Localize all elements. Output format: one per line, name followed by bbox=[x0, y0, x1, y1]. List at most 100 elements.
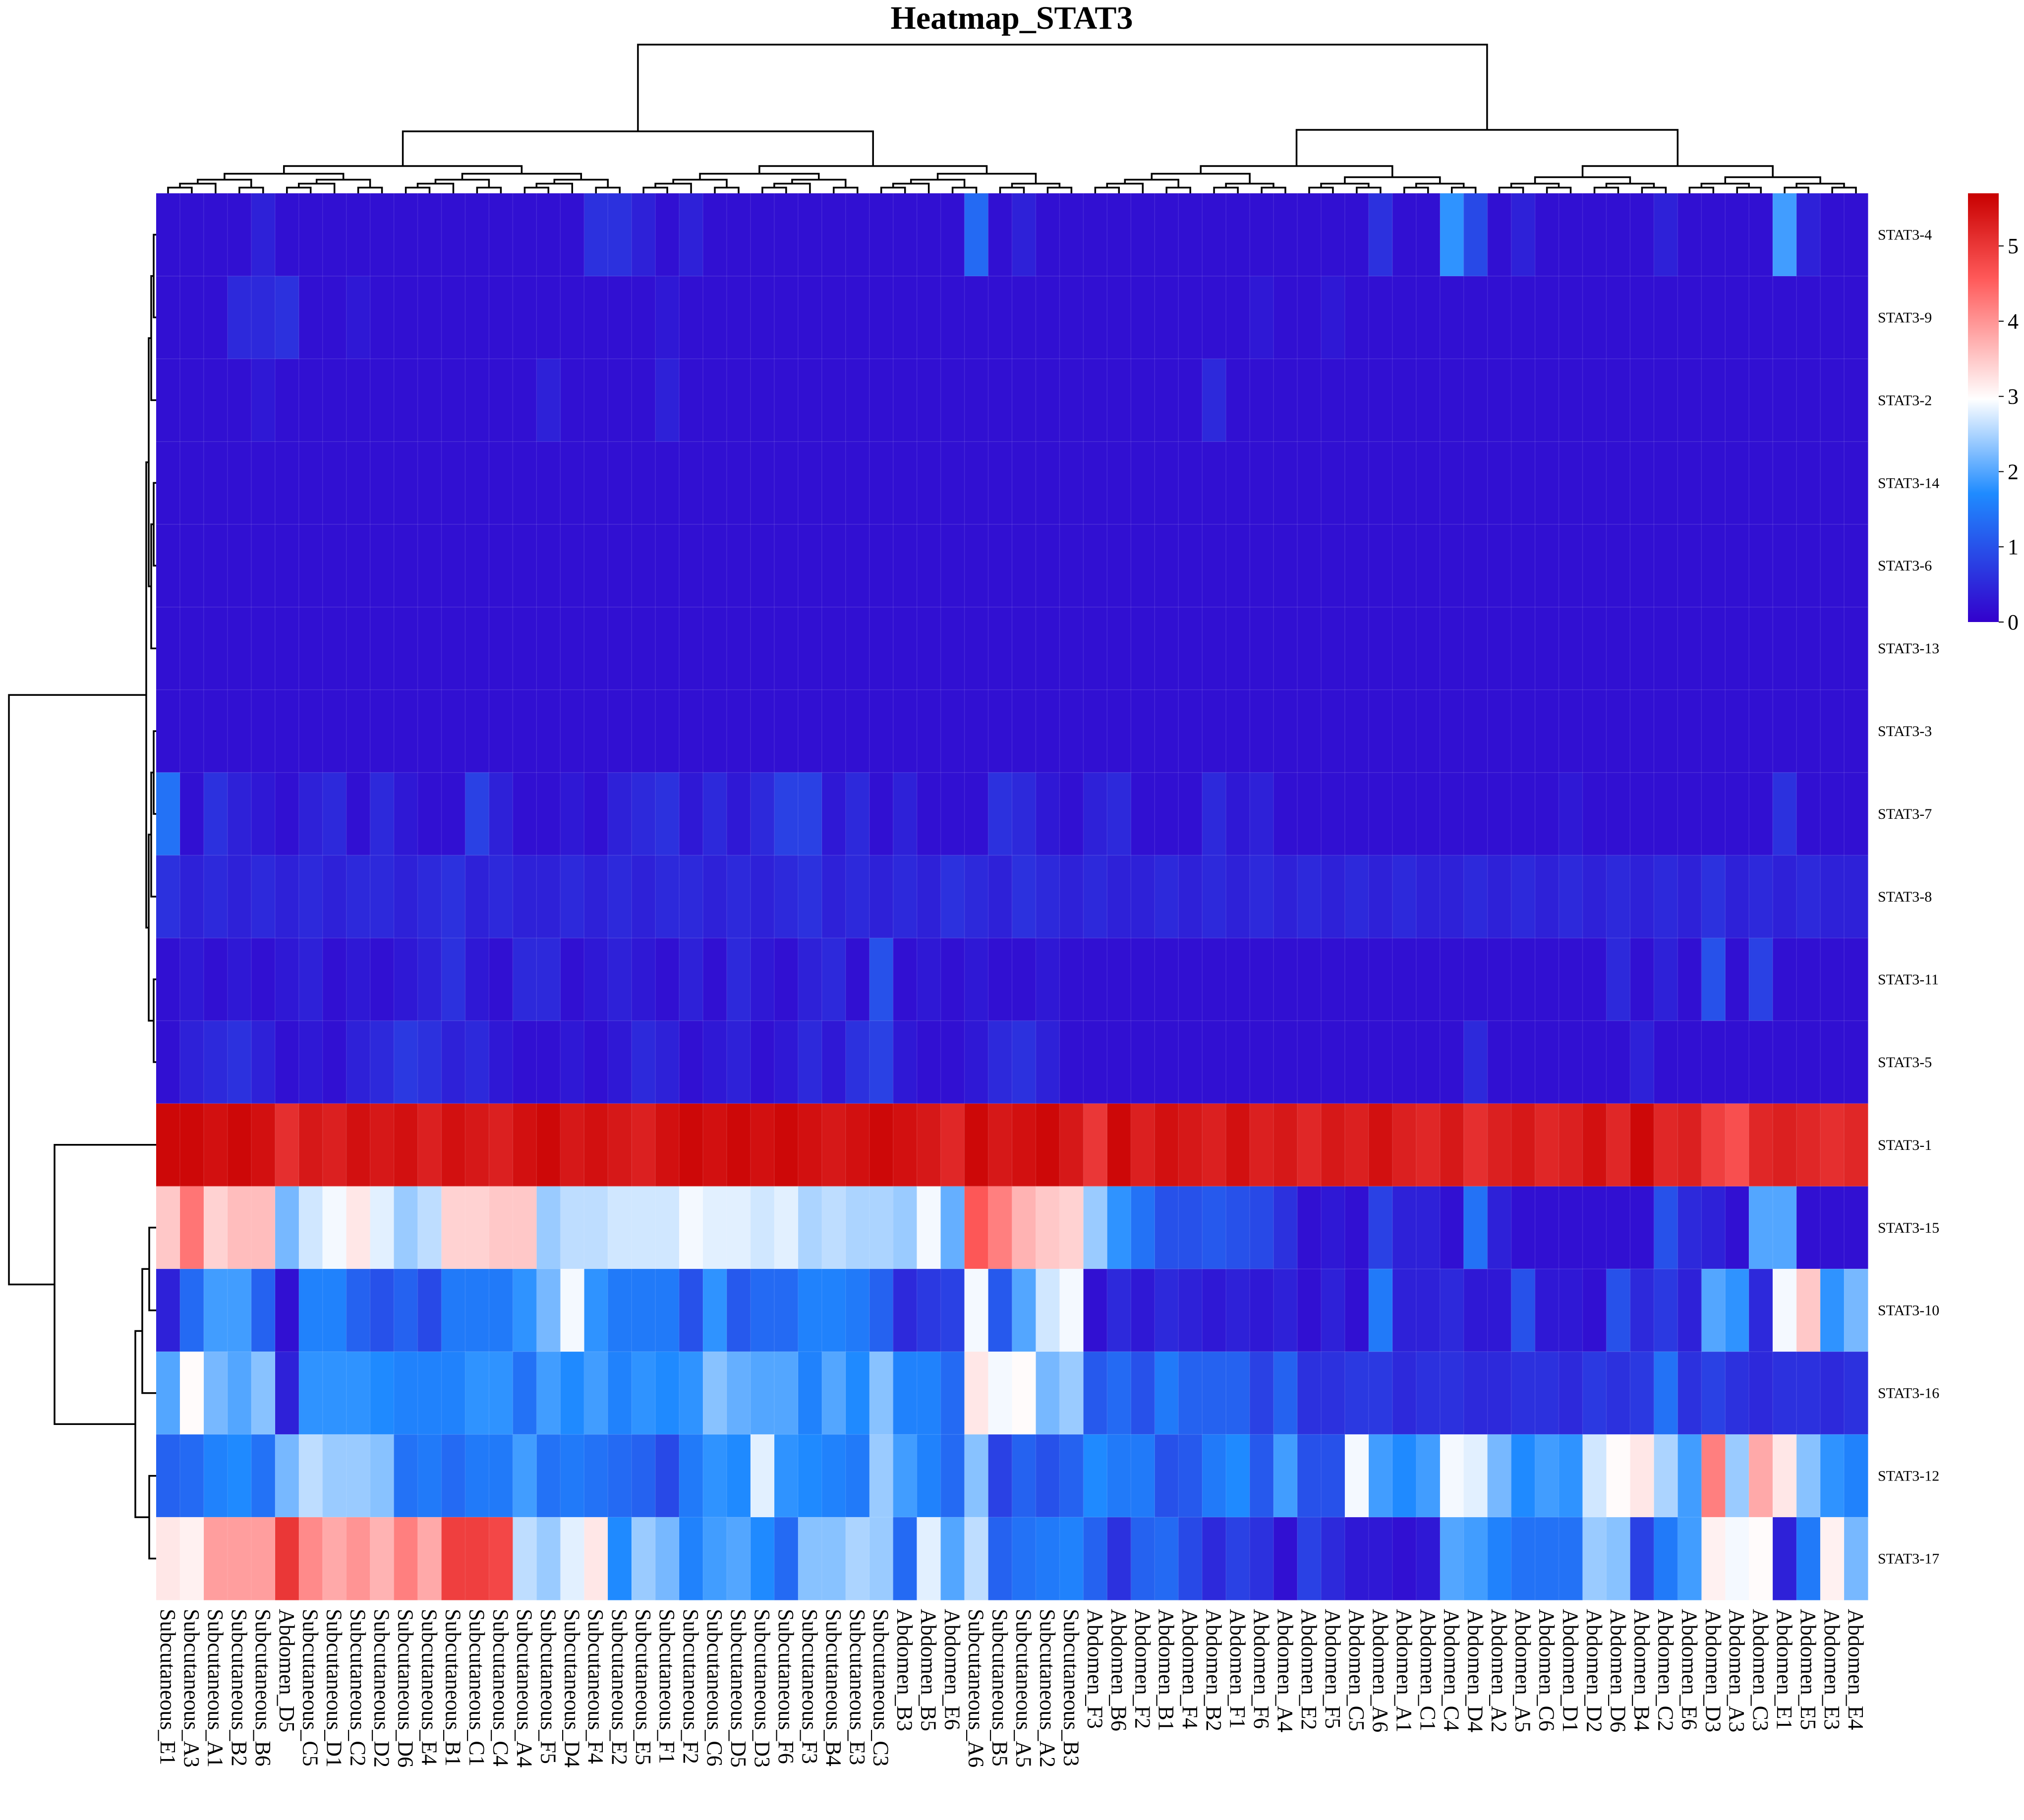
heatmap-cell bbox=[632, 1021, 656, 1104]
heatmap-cell bbox=[417, 1021, 442, 1104]
column-label: Subcutaneous_F6 bbox=[774, 1609, 798, 1764]
heatmap-cell bbox=[1321, 1103, 1345, 1187]
heatmap-cell bbox=[1773, 1269, 1797, 1352]
heatmap-cell bbox=[1059, 1269, 1084, 1352]
heatmap-cell bbox=[251, 358, 276, 442]
heatmap-cell bbox=[1012, 855, 1037, 939]
heatmap-cell bbox=[727, 855, 751, 939]
heatmap-cell bbox=[964, 1186, 989, 1269]
column-dendrogram bbox=[167, 44, 1857, 193]
heatmap-cell bbox=[513, 1103, 537, 1187]
heatmap-cell bbox=[370, 1021, 395, 1104]
heatmap-cell bbox=[1416, 938, 1441, 1022]
heatmap-cell bbox=[1344, 358, 1369, 442]
heatmap-cell bbox=[1440, 1186, 1464, 1269]
heatmap-cell bbox=[489, 1517, 513, 1600]
heatmap-cell bbox=[964, 524, 989, 608]
heatmap-cell bbox=[370, 1186, 395, 1269]
heatmap-cell bbox=[513, 855, 537, 939]
heatmap-cell bbox=[750, 1103, 775, 1187]
heatmap-cell bbox=[489, 1352, 513, 1435]
heatmap-cell bbox=[1083, 689, 1107, 773]
heatmap-cell bbox=[1321, 1517, 1345, 1600]
legend-tick-label: 0 bbox=[2008, 610, 2019, 634]
column-label: Abdomen_E3 bbox=[1820, 1609, 1844, 1730]
heatmap-cell bbox=[988, 689, 1013, 773]
heatmap-cell bbox=[1250, 772, 1274, 856]
heatmap-cell bbox=[1606, 1517, 1631, 1600]
heatmap-cell bbox=[1630, 524, 1654, 608]
heatmap-cell bbox=[1463, 1352, 1488, 1435]
heatmap-cell bbox=[179, 855, 204, 939]
heatmap-cell bbox=[1012, 1186, 1037, 1269]
heatmap-cell bbox=[1630, 772, 1654, 856]
heatmap-cell bbox=[1725, 276, 1749, 359]
heatmap-cell bbox=[940, 1103, 965, 1187]
heatmap-cell bbox=[1368, 855, 1393, 939]
heatmap-cell bbox=[1344, 772, 1369, 856]
heatmap-cell bbox=[298, 358, 323, 442]
heatmap-cell bbox=[1535, 193, 1560, 277]
heatmap-cell bbox=[179, 1517, 204, 1600]
heatmap-cell bbox=[203, 358, 228, 442]
heatmap-cell bbox=[1012, 276, 1037, 359]
heatmap-cell bbox=[940, 1517, 965, 1600]
heatmap-cell bbox=[179, 1021, 204, 1104]
heatmap-cell bbox=[1749, 276, 1773, 359]
heatmap-cell bbox=[1559, 1434, 1583, 1518]
heatmap-cell bbox=[1559, 1269, 1583, 1352]
heatmap-cell bbox=[869, 855, 894, 939]
heatmap-cell bbox=[275, 1103, 299, 1187]
heatmap-cell bbox=[441, 441, 466, 525]
heatmap-cell bbox=[536, 276, 561, 359]
heatmap-cell bbox=[1535, 524, 1560, 608]
heatmap-cell bbox=[845, 772, 870, 856]
heatmap-cell bbox=[489, 1186, 513, 1269]
heatmap-cell bbox=[1844, 938, 1868, 1022]
heatmap-cell bbox=[1677, 855, 1702, 939]
heatmap-cell bbox=[584, 193, 608, 277]
column-label: Subcutaneous_F2 bbox=[679, 1609, 703, 1764]
dendrogram-link bbox=[1784, 186, 1809, 193]
heatmap-cell bbox=[1131, 938, 1155, 1022]
heatmap-cell bbox=[750, 689, 775, 773]
heatmap-cell bbox=[1773, 1352, 1797, 1435]
heatmap-cell bbox=[1416, 441, 1441, 525]
heatmap-cell bbox=[465, 1103, 490, 1187]
heatmap-cell bbox=[1511, 358, 1536, 442]
heatmap-cell bbox=[203, 1186, 228, 1269]
heatmap-cell bbox=[893, 441, 918, 525]
heatmap-cell bbox=[1250, 1517, 1274, 1600]
heatmap-cell bbox=[727, 276, 751, 359]
heatmap-cell bbox=[1844, 607, 1868, 690]
heatmap-cell bbox=[441, 938, 466, 1022]
column-label: Abdomen_B4 bbox=[1629, 1609, 1654, 1731]
heatmap-cell bbox=[1487, 1186, 1512, 1269]
heatmap-cell bbox=[1083, 1103, 1107, 1187]
heatmap-cell bbox=[1416, 358, 1441, 442]
heatmap-cell bbox=[655, 938, 680, 1022]
heatmap-cell bbox=[1440, 1352, 1464, 1435]
heatmap-cell bbox=[821, 193, 846, 277]
column-label: Subcutaneous_C5 bbox=[298, 1609, 323, 1766]
heatmap-cell bbox=[1416, 1434, 1441, 1518]
heatmap-cell bbox=[727, 772, 751, 856]
heatmap-cell bbox=[536, 358, 561, 442]
heatmap-cell bbox=[1036, 772, 1060, 856]
heatmap-cell bbox=[1155, 441, 1179, 525]
heatmap-cell bbox=[750, 1269, 775, 1352]
heatmap-cell bbox=[1083, 276, 1107, 359]
heatmap-cell bbox=[869, 772, 894, 856]
heatmap-cell bbox=[227, 1517, 252, 1600]
heatmap-cell bbox=[203, 772, 228, 856]
heatmap-cell bbox=[774, 1517, 799, 1600]
heatmap-cell bbox=[1344, 689, 1369, 773]
heatmap-cell bbox=[513, 1517, 537, 1600]
heatmap-cell bbox=[1012, 772, 1037, 856]
heatmap-cell bbox=[1463, 1269, 1488, 1352]
dendrogram-link bbox=[238, 186, 264, 193]
heatmap-cell bbox=[489, 607, 513, 690]
dendrogram-link bbox=[1165, 186, 1191, 193]
column-label: Abdomen_F5 bbox=[1321, 1609, 1345, 1729]
heatmap-cell bbox=[156, 1434, 180, 1518]
